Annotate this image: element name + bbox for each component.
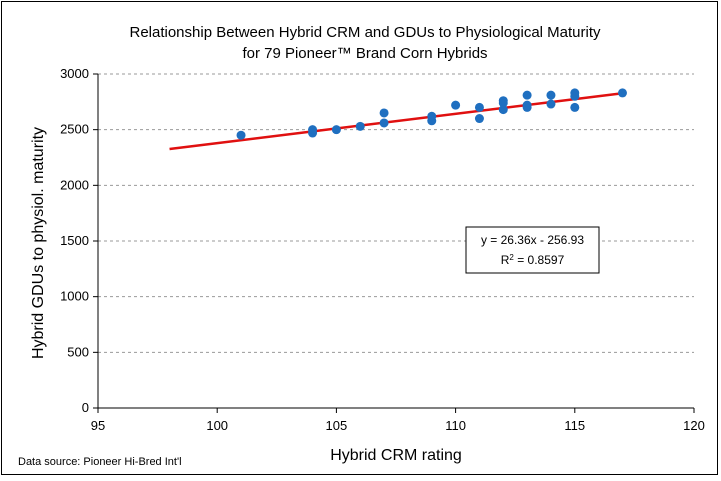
x-axis-label: Hybrid CRM rating <box>330 447 462 464</box>
data-source-note: Data source: Pioneer Hi-Bred Int'l <box>18 456 182 468</box>
data-point <box>474 114 484 124</box>
x-tick-label: 115 <box>564 418 585 433</box>
axes <box>93 73 695 413</box>
data-point <box>570 102 580 112</box>
data-point <box>427 111 437 121</box>
data-point <box>498 96 508 106</box>
data-point <box>379 108 389 118</box>
y-tick-label: 1000 <box>60 289 89 304</box>
x-tick-label: 95 <box>91 418 105 433</box>
data-point <box>498 105 508 115</box>
y-tick-label: 0 <box>82 400 89 415</box>
scatter-chart: Relationship Between Hybrid CRM and GDUs… <box>18 24 705 468</box>
gridlines <box>98 73 694 353</box>
data-point <box>617 88 627 98</box>
chart-frame: Relationship Between Hybrid CRM and GDUs… <box>1 1 718 475</box>
data-point <box>236 130 246 140</box>
data-point <box>570 88 580 98</box>
y-tick-label: 1500 <box>60 233 89 248</box>
x-tick-label: 105 <box>326 418 348 433</box>
chart-title-line-2: for 79 Pioneer™ Brand Corn Hybrids <box>242 45 487 62</box>
y-tick-labels: 0 500 1000 1500 2000 2500 3000 <box>60 66 89 415</box>
data-points <box>236 88 627 140</box>
x-tick-label: 120 <box>683 418 705 433</box>
x-tick-label: 110 <box>445 418 466 433</box>
data-point <box>546 90 556 100</box>
data-point <box>355 121 365 131</box>
y-tick-label: 2500 <box>60 122 89 137</box>
x-tick-label: 100 <box>206 418 228 433</box>
data-point <box>451 100 461 110</box>
equation-text: y = 26.36x - 256.93 <box>481 233 584 247</box>
data-point <box>308 125 318 135</box>
y-axis-label: Hybrid GDUs to physiol. maturity <box>30 127 47 359</box>
data-point <box>546 99 556 109</box>
r-squared-text: R2 = 0.8597 <box>501 253 565 268</box>
x-tick-labels: 95 100 105 110 115 120 <box>91 418 705 433</box>
data-point <box>522 100 532 110</box>
data-point <box>379 118 389 128</box>
y-tick-label: 500 <box>67 344 89 359</box>
data-point <box>331 125 341 135</box>
equation-box: y = 26.36x - 256.93 R2 = 0.8597 <box>465 226 600 274</box>
chart-title-line-1: Relationship Between Hybrid CRM and GDUs… <box>129 24 601 41</box>
y-tick-label: 3000 <box>60 66 89 81</box>
data-point <box>474 102 484 112</box>
data-point <box>522 90 532 100</box>
y-tick-label: 2000 <box>60 177 89 192</box>
